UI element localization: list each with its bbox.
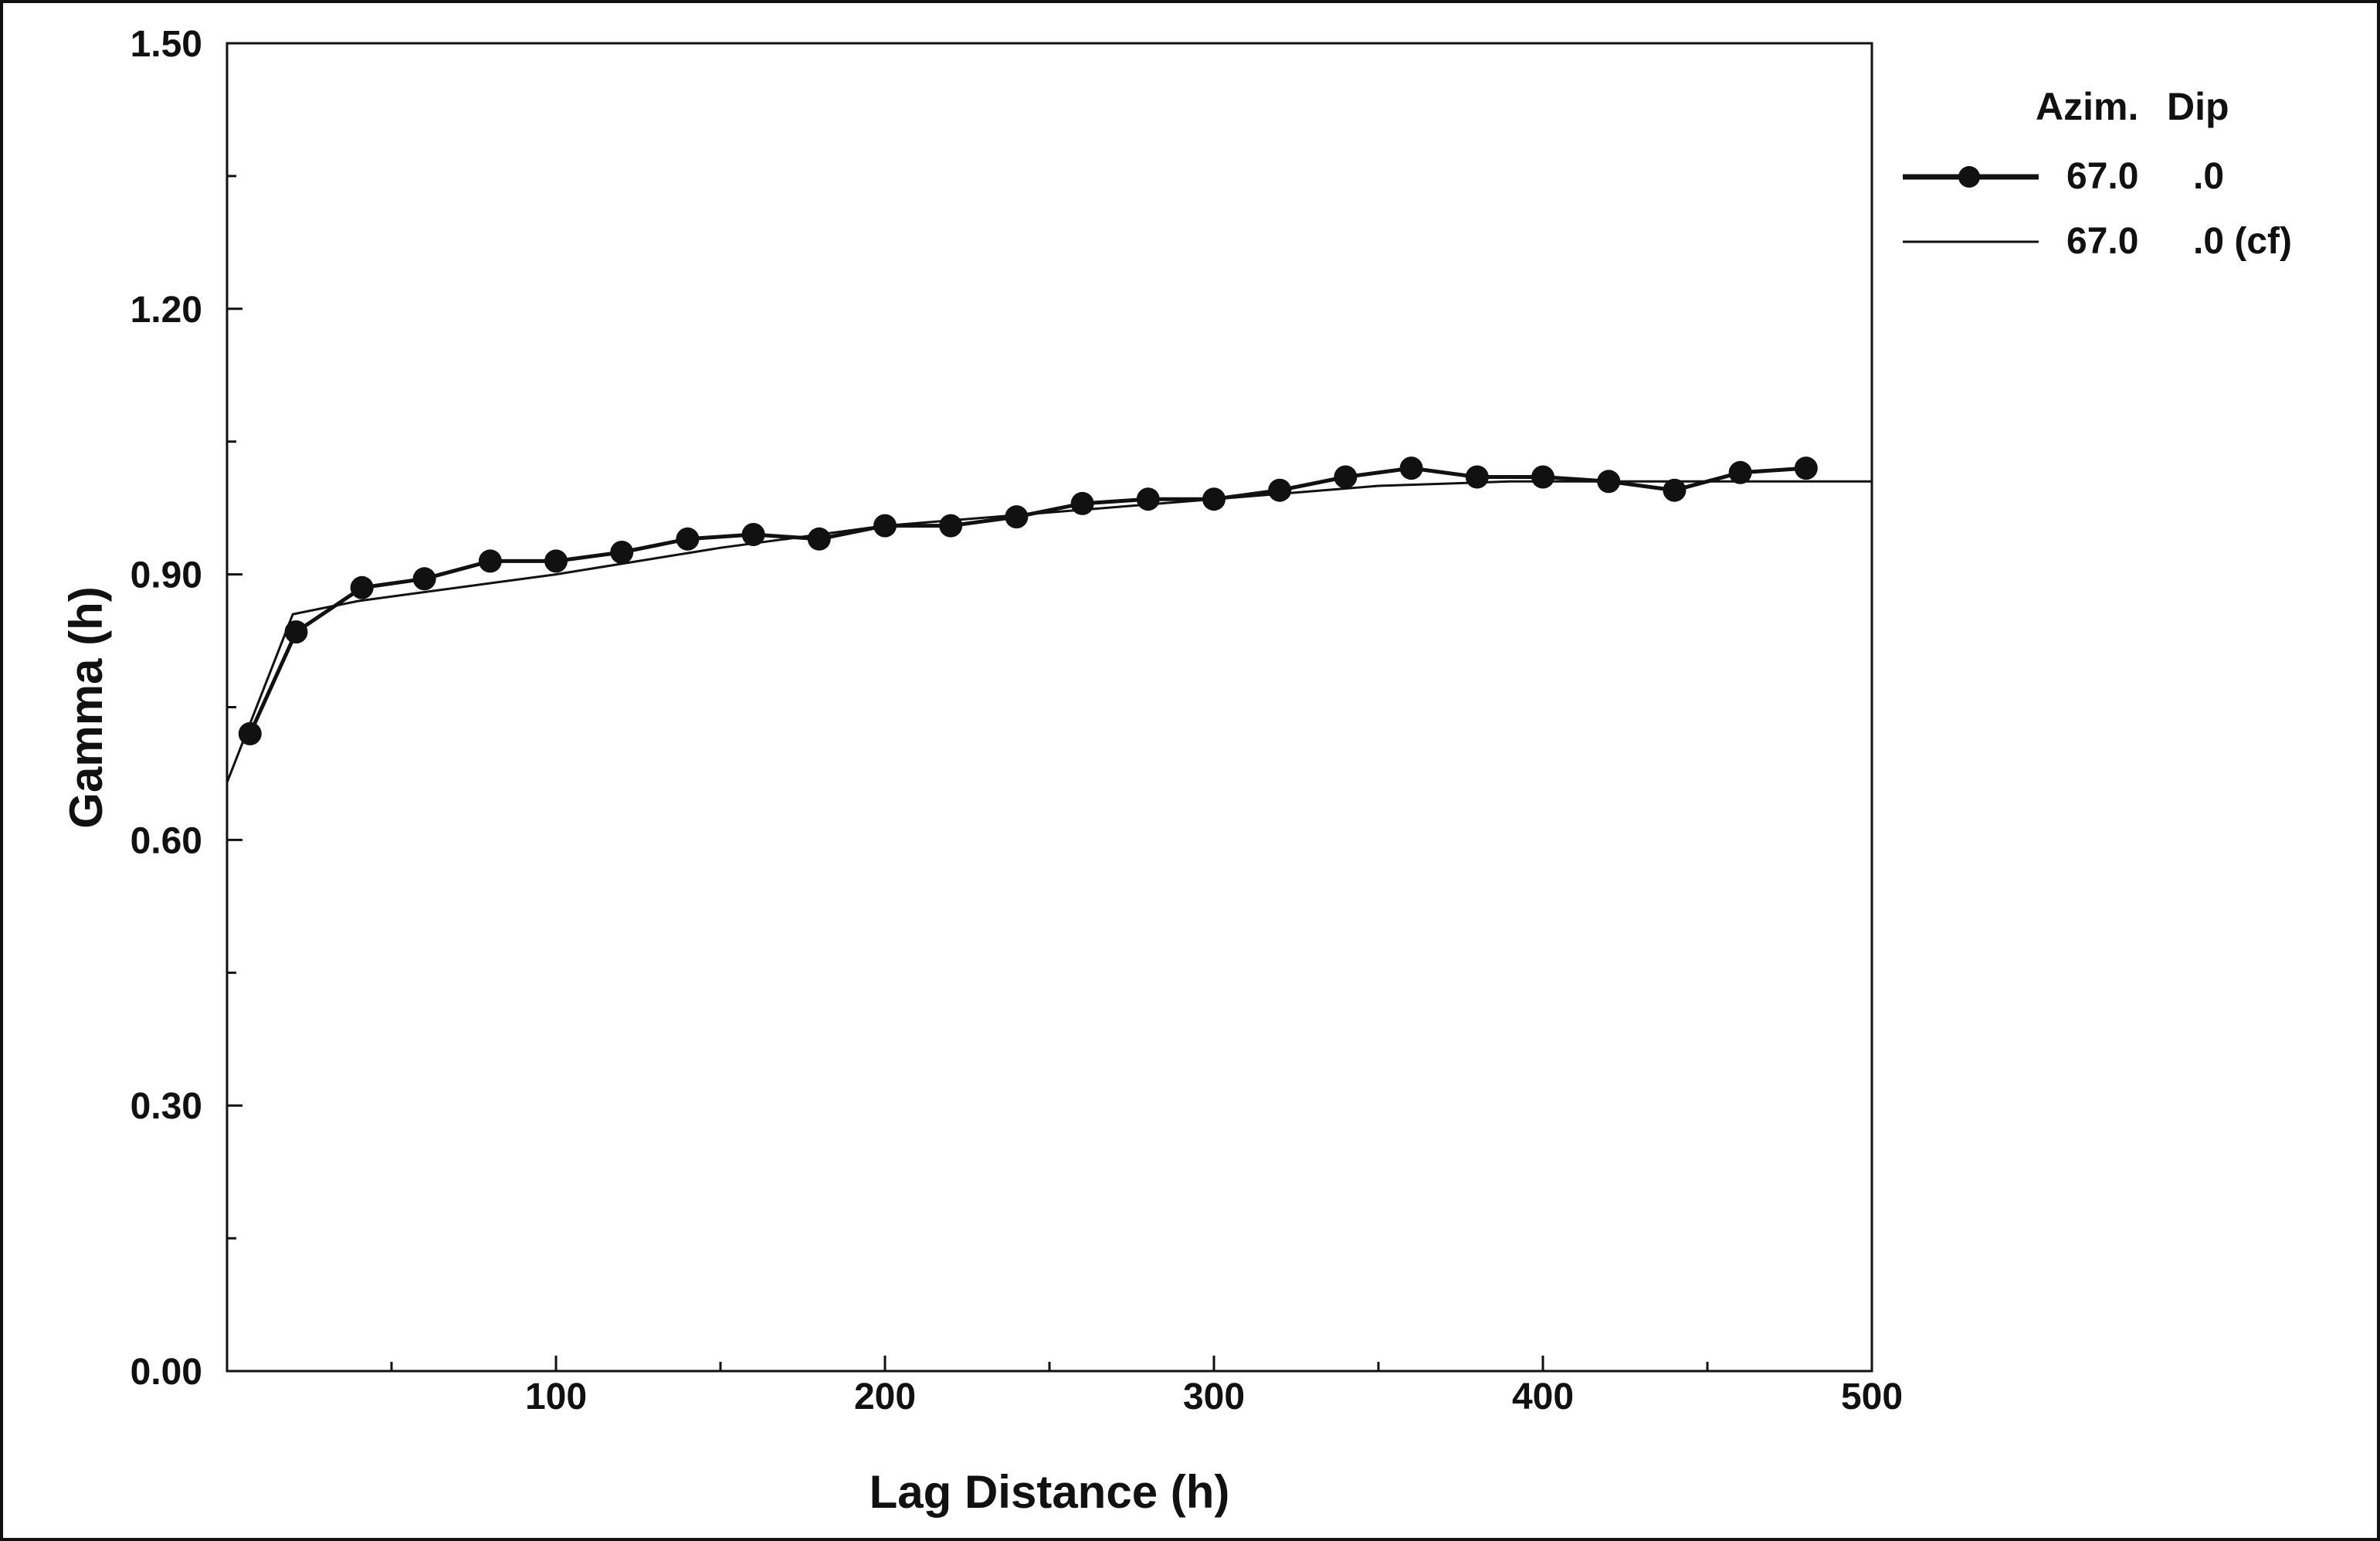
observed-data-point [238, 721, 262, 745]
observed-data-point [350, 575, 374, 599]
series-layer [225, 457, 1872, 783]
y-tick-label: 1.50 [131, 24, 202, 65]
y-axis-title: Gamma (h) [60, 586, 112, 828]
observed-data-point [1136, 487, 1160, 511]
observed-data-point [478, 549, 502, 573]
legend: Azim. Dip 67.0 .0 67.0 .0 (cf) [1903, 85, 2292, 262]
observed-data-point [873, 514, 897, 538]
y-tick-label: 1.20 [131, 290, 202, 331]
observed-data-point [1794, 457, 1818, 480]
legend-marker-observed [1958, 166, 1980, 188]
x-tick-label: 500 [1841, 1376, 1903, 1417]
observed-data-point [610, 541, 634, 564]
observed-data-point [1465, 465, 1489, 489]
y-axis: 0.00 0.30 0.60 0.90 1.20 1.50 [131, 24, 242, 1393]
observed-data-point [1531, 465, 1554, 489]
observed-data-point [741, 523, 765, 546]
observed-data-point [1728, 460, 1752, 484]
x-tick-label: 100 [525, 1376, 587, 1417]
y-tick-label: 0.00 [131, 1352, 202, 1393]
y-tick-label: 0.30 [131, 1086, 202, 1127]
observed-data-point [1399, 457, 1423, 480]
observed-data-point [1663, 478, 1687, 502]
y-tick-label: 0.90 [131, 555, 202, 596]
legend-azim-observed: 67.0 [2066, 156, 2138, 197]
x-tick-label: 400 [1512, 1376, 1574, 1417]
observed-data-point [544, 549, 568, 573]
x-tick-label: 300 [1183, 1376, 1245, 1417]
observed-data-point [1268, 478, 1292, 502]
legend-dip-observed: .0 [2193, 156, 2224, 197]
observed-data-point [1334, 465, 1358, 489]
observed-data-point [1070, 491, 1094, 515]
observed-data-point [676, 527, 700, 551]
observed-data-point [412, 567, 436, 591]
observed-data-point [284, 620, 308, 644]
observed-data-point [939, 514, 963, 538]
observed-data-point [1597, 470, 1621, 494]
x-tick-label: 200 [854, 1376, 916, 1417]
observed-data-point [1005, 505, 1029, 529]
x-axis-title: Lag Distance (h) [870, 1466, 1230, 1518]
observed-data-point [807, 527, 831, 551]
legend-header-azim: Azim. [2036, 85, 2138, 128]
observed-data-point [1202, 487, 1226, 511]
legend-dip-fitted: .0 (cf) [2193, 221, 2292, 262]
y-tick-label: 0.60 [131, 820, 202, 861]
x-axis: 100 200 300 400 500 [390, 1356, 1903, 1417]
legend-header-dip: Dip [2167, 85, 2229, 128]
legend-azim-fitted: 67.0 [2066, 221, 2138, 262]
